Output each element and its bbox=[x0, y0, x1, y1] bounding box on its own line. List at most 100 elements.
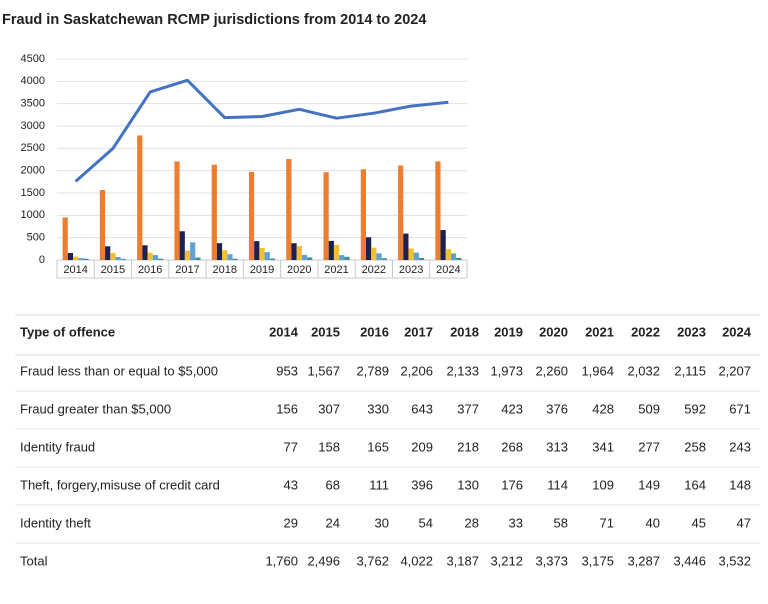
bar bbox=[62, 217, 68, 260]
table-cell: 58 bbox=[554, 515, 568, 530]
table-cell: 176 bbox=[501, 477, 523, 492]
bar bbox=[328, 240, 334, 260]
table-cell: 953 bbox=[276, 363, 298, 378]
table-cell: 54 bbox=[419, 515, 433, 530]
table-cell: 2015 bbox=[311, 324, 340, 339]
row-label: Fraud greater than $5,000 bbox=[20, 401, 171, 416]
table-cell: 68 bbox=[326, 477, 340, 492]
table-cell: 1,964 bbox=[581, 363, 614, 378]
table-cell: 111 bbox=[369, 477, 389, 492]
row-label: Type of offence bbox=[20, 324, 115, 339]
table-cell: 71 bbox=[600, 515, 614, 530]
bar bbox=[445, 249, 451, 260]
table-cell: 2020 bbox=[539, 324, 568, 339]
table-cell: 40 bbox=[646, 515, 660, 530]
bar bbox=[158, 258, 164, 260]
bar bbox=[254, 241, 260, 260]
table-cell: 2,789 bbox=[356, 363, 389, 378]
table-cell: 114 bbox=[547, 477, 568, 492]
table-cell: 3,212 bbox=[490, 553, 523, 568]
bar bbox=[179, 231, 185, 260]
table-cell: 24 bbox=[326, 515, 340, 530]
table-cell: 509 bbox=[638, 401, 660, 416]
bar bbox=[291, 243, 297, 260]
table-cell: 1,760 bbox=[265, 553, 298, 568]
table-cell: 3,446 bbox=[673, 553, 706, 568]
x-tick-label: 2014 bbox=[63, 264, 87, 276]
row-label: Fraud less than or equal to $5,000 bbox=[20, 363, 218, 378]
x-tick-label: 2023 bbox=[399, 264, 423, 276]
table-cell: 156 bbox=[276, 401, 298, 416]
table-cell: 268 bbox=[501, 439, 523, 454]
bar bbox=[381, 258, 387, 260]
bar bbox=[232, 258, 238, 260]
table-cell: 3,287 bbox=[627, 553, 660, 568]
bar bbox=[216, 243, 223, 260]
table-cell: 2017 bbox=[404, 324, 433, 339]
bar bbox=[174, 161, 180, 260]
table-cell: 2,115 bbox=[674, 363, 706, 378]
bar bbox=[73, 256, 79, 260]
table-cell: 43 bbox=[284, 477, 298, 492]
bar bbox=[323, 172, 329, 260]
bar bbox=[344, 256, 350, 260]
bar bbox=[398, 165, 404, 260]
bar bbox=[142, 245, 148, 260]
chart-title: Fraud in Saskatchewan RCMP jurisdictions… bbox=[2, 12, 426, 28]
table-cell: 2016 bbox=[360, 324, 389, 339]
table-cell: 2,133 bbox=[446, 363, 479, 378]
bar bbox=[78, 258, 84, 260]
table-cell: 671 bbox=[729, 401, 751, 416]
table-cell: 2024 bbox=[722, 324, 752, 339]
x-tick-label: 2020 bbox=[287, 264, 311, 276]
table-cell: 423 bbox=[501, 401, 523, 416]
table-cell: 277 bbox=[638, 439, 660, 454]
y-tick-label: 3000 bbox=[21, 120, 45, 132]
table-cell: 4,022 bbox=[400, 553, 433, 568]
row-label: Identity theft bbox=[20, 515, 91, 530]
x-tick-label: 2019 bbox=[250, 264, 274, 276]
bar bbox=[333, 244, 340, 260]
bar bbox=[264, 252, 270, 260]
bar bbox=[120, 258, 126, 260]
y-tick-label: 2500 bbox=[21, 142, 45, 154]
x-tick-label: 2018 bbox=[212, 264, 236, 276]
table-cell: 29 bbox=[284, 515, 298, 530]
table-cell: 2,207 bbox=[718, 363, 751, 378]
bar bbox=[339, 255, 345, 260]
bar bbox=[67, 253, 74, 260]
bar bbox=[195, 257, 201, 260]
table-cell: 3,175 bbox=[581, 553, 614, 568]
table-cell: 30 bbox=[375, 515, 389, 530]
table-cell: 149 bbox=[638, 477, 660, 492]
x-tick-label: 2015 bbox=[101, 264, 125, 276]
bar bbox=[307, 257, 313, 260]
table-cell: 1,973 bbox=[490, 363, 523, 378]
y-tick-label: 500 bbox=[27, 232, 45, 244]
table-cell: 2021 bbox=[585, 324, 614, 339]
bar bbox=[99, 190, 106, 260]
table-cell: 3,532 bbox=[718, 553, 751, 568]
table-cell: 377 bbox=[457, 401, 479, 416]
table-cell: 243 bbox=[729, 439, 751, 454]
bar bbox=[147, 252, 153, 260]
line bbox=[74, 78, 449, 183]
bar bbox=[440, 230, 446, 260]
table-cell: 165 bbox=[367, 439, 389, 454]
table-cell: 2,496 bbox=[307, 553, 340, 568]
table-cell: 164 bbox=[684, 477, 706, 492]
table-cell: 2,206 bbox=[400, 363, 433, 378]
y-tick-label: 3500 bbox=[21, 98, 45, 110]
table-cell: 428 bbox=[592, 401, 614, 416]
table-cell: 2,260 bbox=[535, 363, 568, 378]
bar bbox=[286, 159, 292, 260]
table-cell: 218 bbox=[457, 439, 479, 454]
bar bbox=[83, 258, 89, 260]
bar bbox=[403, 233, 409, 260]
y-tick-label: 0 bbox=[39, 254, 45, 266]
bar bbox=[450, 253, 457, 260]
bar bbox=[418, 257, 425, 260]
bar bbox=[152, 255, 159, 260]
y-tick-label: 1500 bbox=[21, 187, 45, 199]
